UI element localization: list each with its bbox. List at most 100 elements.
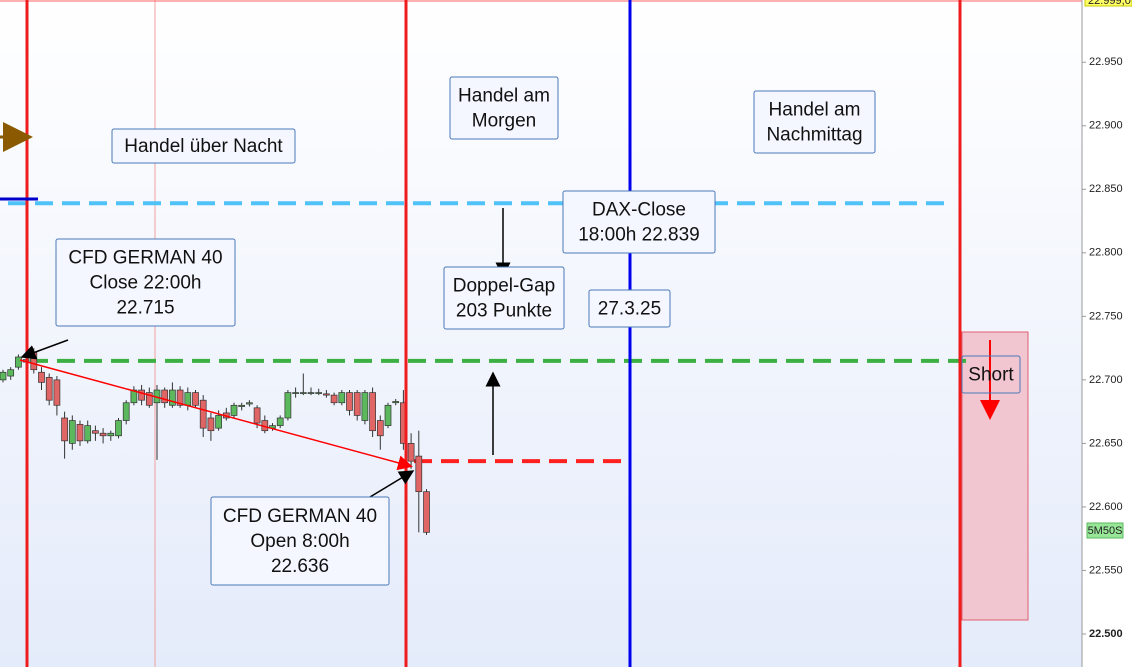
candle-body — [53, 379, 61, 406]
y-tick-label: 22.500 — [1089, 628, 1123, 640]
candle-body — [361, 392, 369, 421]
candle-body — [284, 392, 292, 419]
annotation-text: Handel über Nacht — [124, 136, 283, 157]
candle-body — [307, 392, 315, 394]
arrow — [20, 339, 69, 360]
last-price-badge — [1084, 0, 1132, 7]
candle-body — [423, 491, 430, 533]
y-tick-label: 22.800 — [1089, 247, 1123, 259]
candle-body — [68, 420, 76, 444]
candle-body — [7, 369, 15, 377]
candle-body — [338, 392, 346, 404]
candle-body — [415, 455, 423, 493]
layer — [0, 0, 1000, 667]
annotation-box — [210, 496, 390, 586]
last-price-label: 22.999,0 — [1088, 0, 1131, 7]
annotation-text: Handel am — [458, 86, 550, 107]
candle-body — [115, 420, 122, 437]
candle-body — [169, 389, 176, 406]
candle-body — [84, 425, 92, 442]
candle-body — [45, 376, 53, 401]
candle-body — [192, 392, 199, 406]
annotation-text: CFD GERMAN 40 — [68, 248, 222, 269]
candle-body — [246, 402, 253, 405]
annotation-text: Open 8:00h — [250, 531, 349, 552]
annotation-text: 22.636 — [271, 556, 329, 577]
annotation-text: Morgen — [472, 111, 536, 132]
short-zone — [961, 331, 1029, 621]
trend-line — [19, 359, 413, 471]
candle-body — [276, 417, 284, 426]
annotation-box — [111, 128, 296, 164]
layer — [154, 0, 1029, 667]
candle-body — [122, 402, 130, 421]
y-tick-label: 22.550 — [1089, 564, 1123, 576]
y-tick-label: 22.600 — [1089, 501, 1123, 513]
candle-body — [253, 407, 261, 424]
annotation-box — [443, 266, 565, 330]
annotation-text: 22.715 — [116, 298, 174, 319]
candle-body — [384, 404, 392, 426]
candle-body — [76, 423, 84, 442]
candle-body — [176, 389, 184, 406]
candle-body — [99, 432, 107, 437]
axis-background — [1082, 0, 1132, 667]
candle-body — [323, 393, 330, 396]
timer-badge — [1086, 522, 1124, 539]
y-tick-label: 22.700 — [1089, 374, 1123, 386]
candle-body — [199, 399, 207, 429]
candle-body — [369, 392, 376, 432]
annotation-text: DAX-Close — [592, 200, 686, 221]
annotation-text: 27.3.25 — [598, 299, 661, 320]
y-tick-label: 22.750 — [1089, 310, 1123, 322]
candle-body — [376, 420, 384, 437]
annotation-box — [753, 90, 876, 154]
candle-body — [230, 404, 238, 416]
candle-body — [138, 389, 145, 401]
y-tick-label: 22.650 — [1089, 437, 1123, 449]
layer — [0, 0, 1082, 464]
candle-body — [346, 392, 353, 411]
candle-body — [330, 394, 338, 404]
y-tick-label: 22.900 — [1089, 120, 1123, 132]
candle-body — [238, 404, 246, 407]
annotation-box — [449, 76, 559, 140]
annotation-text: Doppel-Gap — [453, 276, 555, 297]
y-tick-label: 22.950 — [1089, 56, 1123, 68]
candle-body — [15, 356, 22, 368]
candle-body — [392, 401, 400, 404]
candle-body — [130, 389, 138, 404]
candle-body — [353, 392, 361, 416]
candle-body — [38, 371, 45, 383]
candle-body — [161, 389, 169, 404]
candle-body — [107, 432, 115, 437]
annotation-text: 18:00h 22.839 — [578, 225, 700, 246]
annotation-text: Short — [968, 365, 1014, 386]
annotation-text: 203 Punkte — [456, 301, 552, 322]
candle-body — [145, 392, 153, 406]
timer-label: 5M50S — [1088, 525, 1123, 537]
candle-body — [0, 371, 7, 381]
annotation-text: CFD GERMAN 40 — [223, 506, 377, 527]
annotation-box — [55, 238, 236, 327]
candle-body — [407, 443, 415, 462]
candle-body — [30, 351, 38, 371]
candle-body — [184, 392, 192, 406]
candle-body — [92, 430, 99, 434]
layer: Handel über Nacht Handel am Morgen Handel a… — [55, 76, 1021, 586]
y-tick-label: 22.850 — [1089, 183, 1123, 195]
arrow — [369, 470, 415, 498]
annotation-text: Close 22:00h — [90, 273, 202, 294]
candle-body — [215, 415, 222, 429]
annotation-box — [961, 355, 1021, 394]
annotation-box — [588, 289, 671, 328]
candle-body — [299, 392, 307, 394]
candle-body — [207, 417, 215, 432]
candle-body — [292, 392, 299, 394]
candle-body — [61, 417, 68, 442]
annotation-text: Nachmittag — [766, 125, 862, 146]
candle-body — [315, 392, 323, 394]
annotation-box — [562, 190, 716, 254]
